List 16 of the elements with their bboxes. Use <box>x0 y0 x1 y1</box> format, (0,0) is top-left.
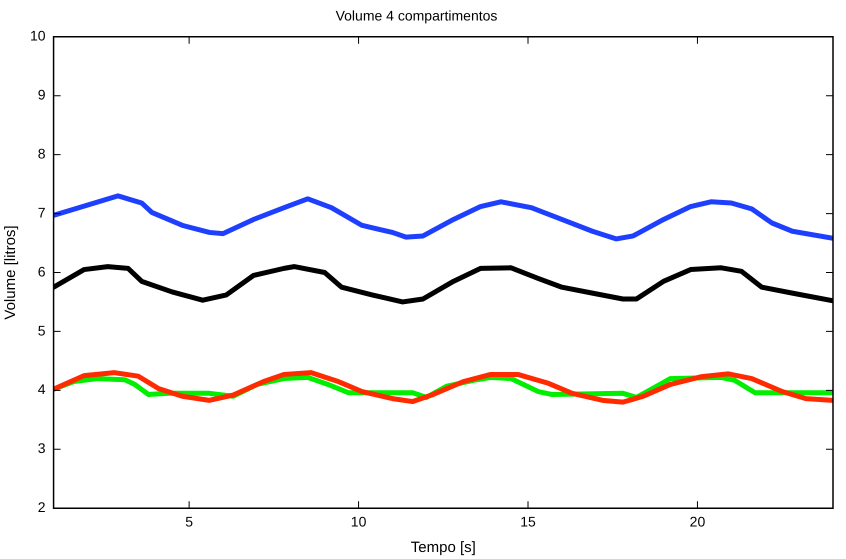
y-tick-label: 2 <box>38 499 46 516</box>
y-tick-label: 6 <box>38 263 46 280</box>
chart-title: Volume 4 compartimentos <box>336 7 498 24</box>
x-axis-title: Tempo [s] <box>410 539 476 556</box>
y-tick-label: 9 <box>38 86 46 103</box>
y-tick-label: 3 <box>38 440 46 456</box>
x-tick-label: 5 <box>185 513 194 530</box>
y-tick-label: 4 <box>38 381 46 398</box>
y-tick-label: 7 <box>38 204 46 220</box>
y-tick-label: 10 <box>30 28 46 44</box>
x-tick-label: 15 <box>520 513 536 530</box>
y-axis-title: Volume [litros] <box>2 225 20 320</box>
x-tick-label: 20 <box>690 513 706 530</box>
x-tick-label: 10 <box>350 513 367 530</box>
y-tick-label: 8 <box>38 146 46 162</box>
y-tick-label: 5 <box>38 322 46 338</box>
